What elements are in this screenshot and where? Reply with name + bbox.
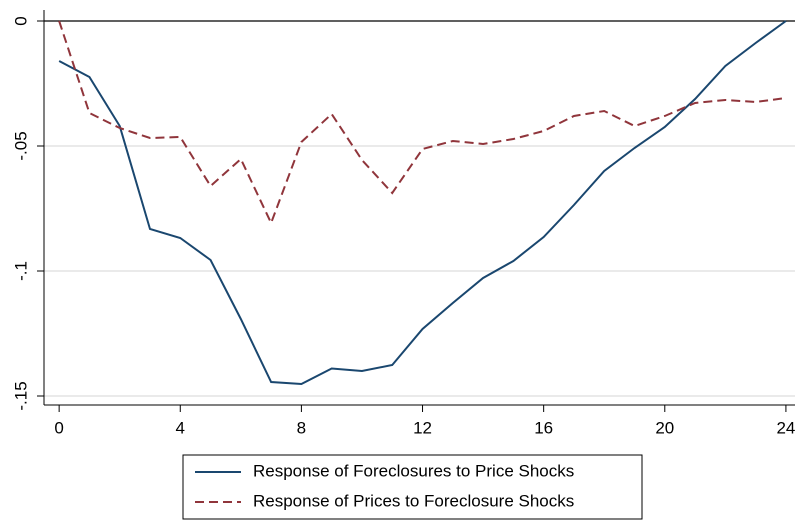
x-tick-label: 20 xyxy=(655,418,674,437)
series-line xyxy=(58,20,787,386)
y-tick-label: -.05 xyxy=(11,131,30,160)
y-tick-label: 0 xyxy=(11,16,30,25)
x-tick-label: 12 xyxy=(413,418,432,437)
x-tick-label: 8 xyxy=(297,418,306,437)
x-tick-label: 16 xyxy=(534,418,553,437)
legend-label: Response of Foreclosures to Price Shocks xyxy=(253,461,574,480)
x-tick-label: 0 xyxy=(54,418,63,437)
y-tick-label: -.15 xyxy=(11,381,30,410)
legend-label: Response of Prices to Foreclosure Shocks xyxy=(253,491,574,510)
series-line xyxy=(58,20,787,226)
legend-box xyxy=(182,454,643,520)
x-tick-label: 24 xyxy=(776,418,795,437)
x-tick-label: 4 xyxy=(176,418,185,437)
y-tick-label: -.1 xyxy=(11,261,30,281)
